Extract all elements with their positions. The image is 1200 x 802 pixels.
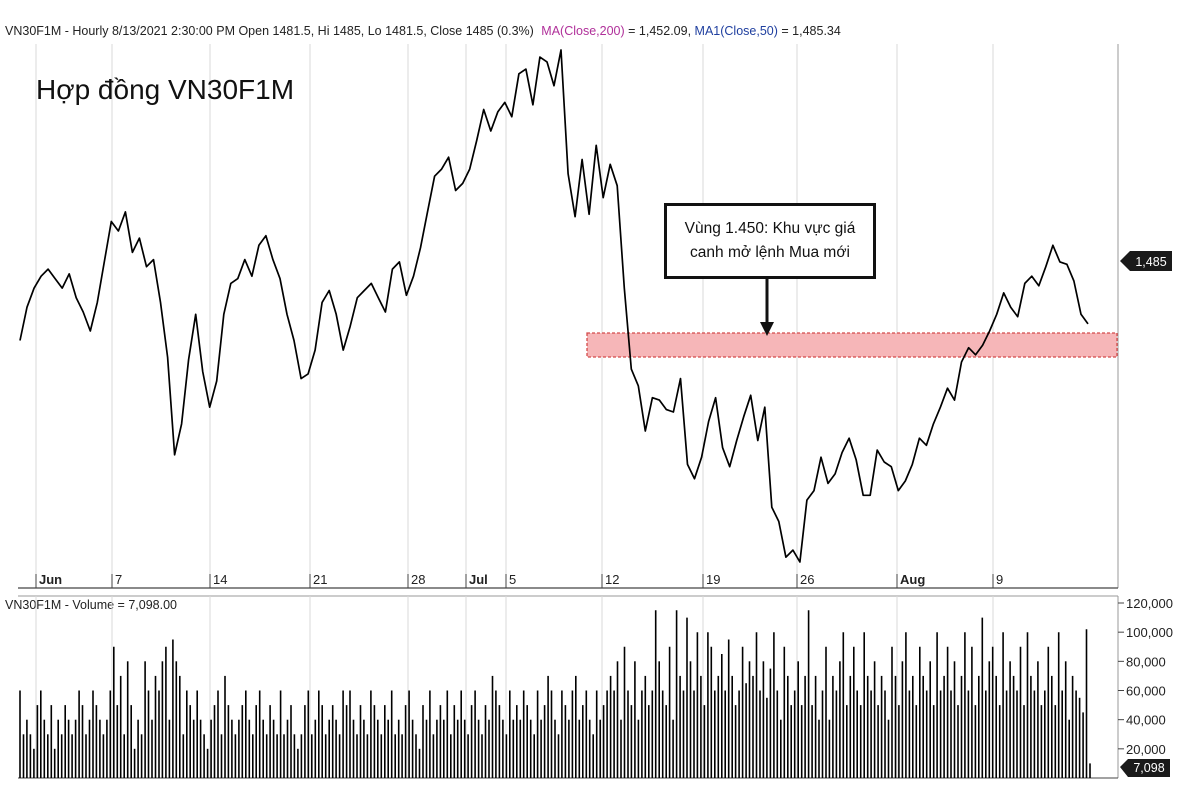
x-tick-label: Jul bbox=[469, 572, 488, 587]
x-tick-label: 12 bbox=[605, 572, 619, 587]
volume-bars bbox=[19, 610, 1091, 778]
x-tick-label: 26 bbox=[800, 572, 814, 587]
last-price-badge-text: 1,485 bbox=[1135, 255, 1166, 269]
volume-grid bbox=[35, 596, 994, 778]
header-line: VN30F1M - Hourly 8/13/2021 2:30:00 PM Op… bbox=[5, 24, 841, 38]
header-ma-label: MA(Close,200) bbox=[541, 24, 624, 38]
x-tick-label: 28 bbox=[411, 572, 425, 587]
x-tick-label: 21 bbox=[313, 572, 327, 587]
volume-header: VN30F1M - Volume = 7,098.00 bbox=[5, 598, 177, 612]
header-ma-value: = 1,452.09, bbox=[628, 24, 694, 38]
chart-title: Hợp đồng VN30F1M bbox=[36, 74, 294, 105]
x-tick-label: 14 bbox=[213, 572, 227, 587]
header-ma1-label: MA1(Close,50) bbox=[695, 24, 778, 38]
x-tick-label: Aug bbox=[900, 572, 925, 587]
volume-badge-text: 7,098 bbox=[1133, 761, 1164, 775]
x-tick-label: 9 bbox=[996, 572, 1003, 587]
buy-zone-band bbox=[586, 332, 1118, 358]
volume-y-tick-label: 40,000 bbox=[1126, 713, 1166, 728]
x-tick-label: 5 bbox=[509, 572, 516, 587]
volume-badge: 7,098 bbox=[1120, 759, 1170, 777]
last-price-badge: 1,485 bbox=[1120, 251, 1172, 271]
price-series-line bbox=[19, 49, 1089, 563]
x-axis-ticks: Jun 7 14 21 28 Jul 5 12 19 26 Aug 9 bbox=[35, 572, 1003, 588]
volume-y-tick-label: 120,000 bbox=[1126, 596, 1173, 611]
volume-y-tick-label: 80,000 bbox=[1126, 654, 1166, 669]
volume-y-tick-label: 20,000 bbox=[1126, 742, 1166, 757]
x-tick-label: 19 bbox=[706, 572, 720, 587]
header-ma1-value: = 1,485.34 bbox=[781, 24, 840, 38]
header-symbol-info: VN30F1M - Hourly 8/13/2021 2:30:00 PM Op… bbox=[5, 24, 534, 38]
annotation-callout-box: Vùng 1.450: Khu vực giá canh mở lệnh Mua… bbox=[664, 203, 876, 279]
price-grid bbox=[35, 44, 994, 588]
annotation-line-1: Vùng 1.450: Khu vực giá bbox=[684, 220, 856, 237]
x-tick-label: 7 bbox=[115, 572, 122, 587]
volume-y-tick-label: 100,000 bbox=[1126, 625, 1173, 640]
x-tick-label: Jun bbox=[39, 572, 62, 587]
annotation-arrow-head bbox=[760, 322, 774, 336]
volume-y-axis-labels: 20,000 40,000 60,000 80,000 100,000 120,000 bbox=[1118, 596, 1173, 757]
volume-y-tick-label: 60,000 bbox=[1126, 684, 1166, 699]
annotation-line-2: canh mở lệnh Mua mới bbox=[690, 244, 850, 261]
